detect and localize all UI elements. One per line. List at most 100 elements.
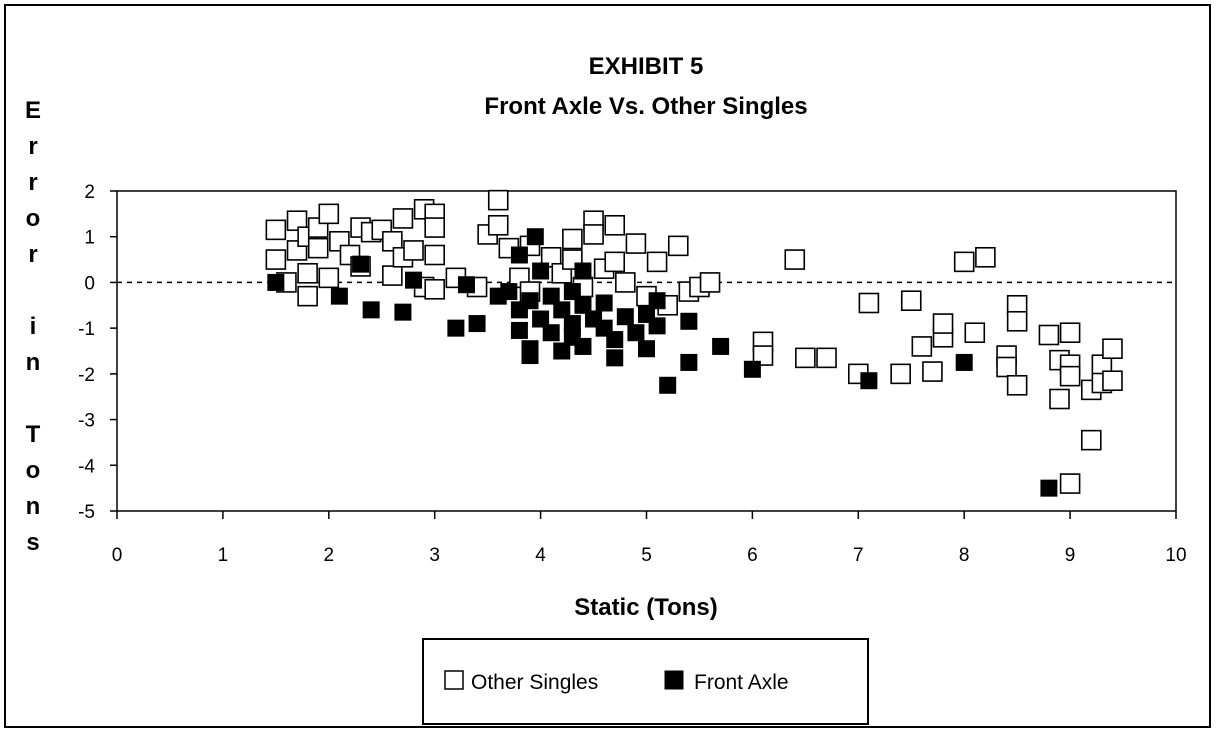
y-axis-label-letter: r: [28, 133, 37, 160]
front-axle-point: [394, 303, 412, 321]
chart-frame: [4, 4, 1211, 728]
x-axis: 0 1 2 3 4 5 6 7 8 9 10: [112, 511, 1187, 566]
front-axle-point: [638, 340, 655, 358]
other-singles-point: [307, 237, 329, 259]
other-singles-point: [487, 189, 509, 211]
y-tick-label: 0: [84, 273, 95, 294]
front-axle-point: [521, 347, 539, 365]
other-singles-point: [1059, 365, 1081, 387]
front-axle-point: [595, 294, 613, 312]
legend-label-other-singles: Other Singles: [471, 671, 598, 694]
other-singles-point: [816, 347, 837, 369]
x-tick-label: 7: [853, 545, 864, 566]
other-singles-point: [392, 208, 414, 229]
legend-label-front-axle: Front Axle: [694, 671, 789, 694]
front-axle-point: [405, 271, 423, 289]
other-singles-point: [604, 214, 626, 236]
series-front-axle: [267, 228, 1058, 497]
other-singles-point: [318, 267, 340, 289]
y-axis-label-letter: s: [26, 529, 39, 556]
other-singles-point: [424, 278, 446, 300]
other-singles-point: [625, 233, 647, 254]
front-axle-point: [468, 315, 486, 333]
other-singles-point: [1049, 388, 1070, 410]
front-axle-point: [743, 360, 761, 378]
front-axle-point: [532, 262, 550, 280]
other-singles-point: [1059, 322, 1081, 344]
front-axle-point: [574, 337, 592, 355]
front-axle-point: [860, 372, 878, 390]
x-tick-label: 8: [959, 545, 970, 566]
front-axle-point: [606, 331, 624, 349]
front-axle-point: [352, 255, 370, 273]
other-singles-point: [424, 244, 446, 266]
x-axis-label: Static (Tons): [574, 594, 718, 621]
other-singles-point: [1102, 370, 1123, 392]
other-singles-point: [890, 363, 911, 385]
y-axis-label-letter: T: [26, 421, 41, 448]
y-axis: 2 1 0 -1 -2 -3 -4 -5: [78, 182, 117, 523]
other-singles-point: [1080, 429, 1102, 451]
front-axle-point: [500, 283, 518, 301]
legend: Other Singles Front Axle: [422, 638, 869, 725]
other-singles-point: [318, 203, 340, 225]
other-singles-point: [583, 224, 604, 245]
x-tick-label: 5: [641, 545, 652, 566]
y-axis-label-letter: o: [26, 205, 41, 232]
front-axle-point: [330, 287, 348, 305]
other-singles-point: [953, 251, 975, 273]
other-singles-point: [911, 336, 933, 357]
y-axis-label-letter: n: [26, 349, 41, 376]
y-tick-label: -4: [78, 456, 95, 477]
front-axle-point: [627, 324, 645, 342]
y-tick-label: 1: [84, 228, 95, 249]
front-axle-point: [1040, 479, 1058, 497]
front-axle-point: [457, 276, 475, 294]
other-singles-point: [964, 322, 986, 344]
front-axle-point: [553, 301, 571, 319]
front-axle-point: [532, 310, 550, 328]
other-singles-point: [382, 230, 403, 252]
front-axle-point: [267, 273, 285, 291]
y-tick-label: -1: [78, 319, 95, 340]
other-singles-point: [424, 217, 446, 238]
front-axle-point: [510, 321, 528, 339]
other-singles-point: [615, 272, 636, 293]
other-singles-point: [286, 210, 308, 232]
y-tick-label: -5: [78, 502, 95, 523]
x-tick-label: 0: [112, 545, 123, 566]
other-singles-point: [1038, 324, 1060, 346]
x-tick-label: 1: [218, 545, 229, 566]
front-axle-point: [510, 246, 528, 264]
other-singles-point: [1102, 338, 1123, 360]
x-tick-label: 9: [1065, 545, 1076, 566]
front-axle-point: [574, 262, 592, 280]
other-singles-point: [646, 251, 668, 273]
other-singles-point: [752, 345, 774, 366]
y-tick-label: -2: [78, 365, 95, 386]
legend-box: [422, 638, 869, 725]
other-singles-point: [382, 265, 403, 286]
front-axle-point: [648, 317, 666, 335]
y-axis-label-letter: o: [26, 457, 41, 484]
y-axis-label-letter: i: [30, 313, 37, 340]
front-axle-point: [680, 312, 698, 330]
other-singles-point: [1006, 310, 1028, 332]
front-axle-point: [680, 353, 698, 371]
other-singles-point: [922, 361, 943, 382]
front-axle-point: [606, 349, 624, 367]
other-singles-point: [996, 356, 1017, 378]
other-singles-point: [932, 313, 954, 334]
front-axle-point: [648, 292, 666, 310]
x-tick-label: 2: [324, 545, 335, 566]
front-axle-point: [542, 287, 560, 305]
other-singles-point: [795, 347, 816, 369]
chart-subtitle: Front Axle Vs. Other Singles: [484, 93, 807, 120]
other-singles-point: [900, 290, 922, 312]
front-axle-point: [521, 292, 539, 310]
other-singles-point: [858, 292, 880, 314]
front-axle-point: [553, 342, 571, 360]
x-tick-label: 10: [1165, 545, 1186, 566]
other-singles-point: [265, 219, 287, 241]
